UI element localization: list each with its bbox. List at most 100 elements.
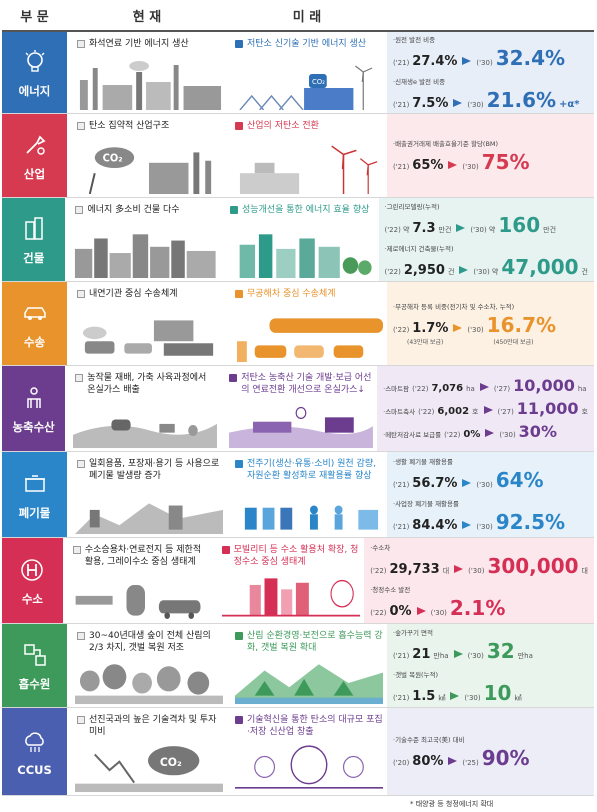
arrow-right-icon [454,564,464,573]
future-cell: 기술혁신을 통한 탄소의 대규모 포집·저장 신산업 창출 [227,708,387,795]
current-cell: 선진국과의 높은 기술격차 및 투자 미비 CO₂ [67,708,227,795]
indicator-cell: ·원전 발전 비중 ('21) 27.4% ('30) 32.4% ·신재생e 발전 … [387,32,594,113]
current-cell: 일회용품, 포장재·용기 등 사용으로 폐기물 발생량 증가 [67,452,227,537]
indicator-label: ·무공해차 등록 비중(전기차 및 수소차, 누적) [393,303,515,311]
bullet-icon [77,290,85,298]
arrow-right-icon [456,223,466,232]
check-icon [235,460,243,468]
year-from: ('21) [393,58,410,67]
indicator-cell: ·생활 폐기물 재활용률 ('21) 56.7% ('30) 64% ·사업장 폐기물… [387,452,594,537]
current-cell: 에너지 多소비 건물 다수 [65,198,223,281]
arrow-right-icon [453,98,463,107]
value-to: 92.5% [495,509,566,534]
sector-label: 산업 [23,166,46,181]
arrow-right-icon [453,649,463,658]
check-icon [235,122,243,130]
forest-gray-illustration [75,660,223,704]
sector-label: 흡수원 [18,676,51,691]
indicator: ·스마트축사 ('22) 6,002 호 ('27) 11,000 호 [383,399,588,418]
year-to: ('30) [467,326,484,334]
city-gray-illustration [73,226,218,278]
header-divider [2,30,594,32]
year-from: ('21) [393,162,410,171]
value-from: 29,733 [389,561,440,577]
bullet-icon [77,716,85,724]
year-from: ('21) [393,522,410,531]
sector-agriculture: 농축수산 [2,366,66,451]
arrow-right-icon [459,265,469,274]
future-text: 저탄소 농축산 기술 개발·보급 어선의 연료전환 개선으로 온실가스↓ [241,373,372,395]
current-text: 30~40년대생 숲이 전체 산림의 2/3 차지, 갯벌 복원 저조 [89,631,211,653]
indicator: ·무공해차 등록 비중(전기차 및 수소차, 누적) ('22) 1.7% ('30… [393,301,588,346]
indicator-label: ·스마트축사 [383,408,416,416]
indicator: ·원전 발전 비중 ('21) 27.4% ('30) 32.4% [393,34,588,70]
indicator-cell: ·그린리모델링(누적) ('22) 약 7.3 만건 ('30) 약 160 만건 ·제로… [378,198,594,281]
arrow-right-icon [462,56,472,65]
future-text: 기술혁신을 통한 탄소의 대규모 포집·저장 신산업 창출 [247,715,383,737]
value-from: 7.5% [412,95,449,111]
unit-from: 대 [442,566,450,575]
year-from: ('22) [418,408,435,416]
current-text: 탄소 집약적 산업구조 [89,121,170,131]
value-to: 47,000 [501,254,579,279]
sector-label: 농축수산 [12,419,55,434]
value-to: 21.6% [486,87,557,112]
indicator-label: ·기술수준 최고국(美) 대비 [393,735,465,744]
building-icon [19,214,49,244]
value-to: 90% [481,745,530,770]
header-future: 미 래 [292,9,322,25]
value-suffix: +α* [559,98,580,110]
hydrogen-h-icon [17,555,47,585]
arrow-right-icon [450,691,460,700]
year-from: ('22) [370,566,387,575]
farm-gray-illustration [73,402,218,448]
indicator: ·갯벌 복원(누적) ('21) 1.5 ㎢ ('30) 10 ㎢ [393,669,588,705]
row-building: 건물 에너지 多소비 건물 다수 성능개선을 통한 에너지 효율 향상 ·그린리… [2,198,594,282]
check-icon [221,546,230,554]
unit-from: 만건 [438,225,452,234]
year-to: ('30) [476,522,493,531]
row-agriculture: 농축수산 농작물 재배, 가축 사육과정에서 온실가스 배출 저탄소 농축산 기… [2,366,594,452]
sector-label: 건물 [23,250,45,265]
year-to: ('30) 약 [470,225,496,234]
forest-green-illustration [235,660,383,704]
future-text: 산림 순환경영·보전으로 흡수능력 강화, 갯벌 복원 확대 [247,631,383,653]
year-to: ('30) [476,480,493,489]
indicator: ·제로에너지 건축물(누적) ('22) 2,950 건 ('30) 약 47,000 건 [385,243,588,279]
year-from: ('20) [393,758,410,767]
hydrogen-city-illustration [221,574,361,620]
factory-illustration [75,60,223,110]
row-waste: 폐기물 일회용품, 포장재·용기 등 사용으로 폐기물 발생량 증가 전주기(생… [2,452,594,538]
year-to: ('27) [493,385,511,393]
indicator-label: ·숲가꾸기 면적 [393,628,434,637]
year-from: ('22) [370,608,387,617]
bullet-icon [77,122,85,130]
sector-label: 에너지 [18,83,51,98]
garbage-illustration [75,488,223,534]
arrow-right-icon [462,478,472,487]
value-from: 1.7% [412,321,449,336]
year-to: ('30) [499,431,516,439]
recycle-bin-icon [20,469,50,499]
footnote: * 태양광 등 청정에너지 확대 [410,800,494,808]
current-cell: 내연기관 중심 수송체계 [67,282,227,365]
row-carbon-sink: 흡수원 30~40년대생 숲이 전체 산림의 2/3 차지, 갯벌 복원 저조 … [2,624,594,708]
unit-to: ha [577,385,587,393]
check-icon [235,290,243,298]
sector-carbon-sink: 흡수원 [2,624,67,707]
current-text: 농작물 재배, 가축 사육과정에서 온실가스 배출 [87,373,207,395]
value-to: 16.7% [486,313,557,337]
year-from: ('22) [393,326,410,334]
row-ccus: CCUS 선진국과의 높은 기술격차 및 투자 미비 CO₂ 기술혁신을 통한 … [2,708,594,796]
sector-building: 건물 [2,198,66,281]
indicator-label: ·그린리모델링(누적) [384,202,440,211]
unit-to: 건 [581,267,588,276]
current-cell: 화석연료 기반 에너지 생산 [67,32,227,113]
bullet-icon [75,374,84,382]
future-text: 저탄소 신기술 기반 에너지 생산 [247,39,367,49]
year-to: ('30) [467,100,484,109]
year-from: ('21) [393,651,410,660]
value-to: 30% [518,422,557,441]
row-hydrogen: 수소 수소승용차·연료전지 등 제한적 활용, 그레이수소 중심 생태계 모빌리… [2,538,594,624]
value-from: 7,076 [431,383,464,394]
